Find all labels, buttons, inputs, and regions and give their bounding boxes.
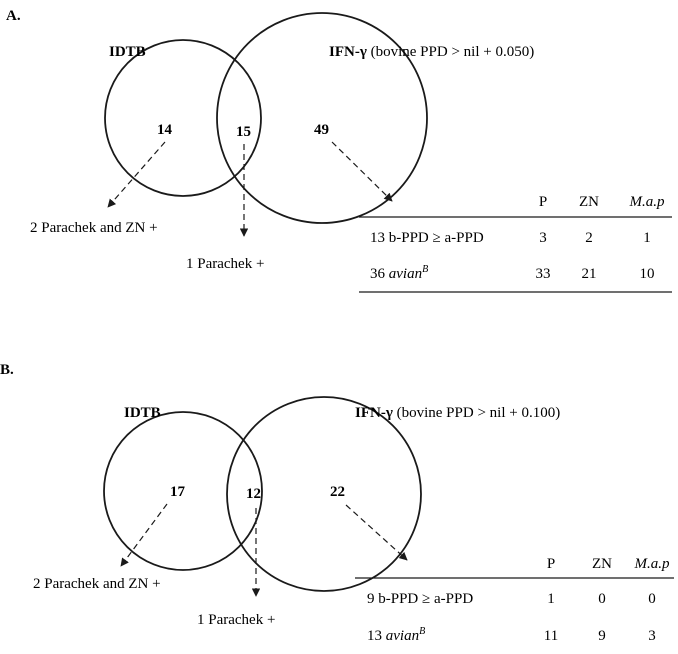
panel-b-label: B. xyxy=(0,362,14,378)
panel-b-header-p: P xyxy=(547,556,555,572)
panel-b-header-map: M.a.p xyxy=(634,556,670,572)
panel-a-idtb-circle xyxy=(104,39,262,197)
panel-a-left-note: 2 Parachek and ZN + xyxy=(30,220,158,236)
panel-b-right-title: IFN-γ (bovine PPD > nil + 0.100) xyxy=(355,405,560,421)
panel-a-left-title: IDTB xyxy=(109,44,146,60)
panel-a: A. IDTB IFN-γ (bovine PPD > nil + 0.050)… xyxy=(6,8,672,293)
panel-b-header-zn: ZN xyxy=(592,556,612,572)
panel-a-count-left: 14 xyxy=(157,122,173,138)
panel-b-count-right: 22 xyxy=(330,484,345,500)
panel-b-idtb-circle xyxy=(103,411,263,571)
panel-a-header-zn: ZN xyxy=(579,194,599,210)
panel-b-left-title: IDTB xyxy=(124,405,161,421)
panel-b-right-arrow xyxy=(345,504,408,561)
panel-b-left-note: 2 Parachek and ZN + xyxy=(33,576,161,592)
panel-a-row1-zn: 2 xyxy=(585,230,593,246)
panel-b-row1-p: 1 xyxy=(547,591,555,607)
panel-b-left-arrow xyxy=(120,503,168,567)
panel-b: B. IDTB IFN-γ (bovine PPD > nil + 0.100)… xyxy=(0,362,674,644)
panel-a-label: A. xyxy=(6,8,21,24)
panel-b-row2-zn: 9 xyxy=(598,628,606,644)
panel-b-count-middle: 12 xyxy=(246,486,261,502)
panel-a-header-map: M.a.p xyxy=(629,194,665,210)
panel-b-table: P ZN M.a.p 9 b-PPD ≥ a-PPD 1 0 0 13 avia… xyxy=(355,556,674,644)
panel-a-count-middle: 15 xyxy=(236,124,251,140)
panel-a-row1-p: 3 xyxy=(539,230,547,246)
panel-b-row2-map: 3 xyxy=(648,628,656,644)
panel-a-left-arrow xyxy=(107,141,166,208)
panel-b-row1-zn: 0 xyxy=(598,591,606,607)
panel-a-row1-label: 13 b-PPD ≥ a-PPD xyxy=(370,230,484,246)
panel-a-count-right: 49 xyxy=(314,122,329,138)
panel-a-right-arrow xyxy=(331,141,393,202)
panel-b-row2-p: 11 xyxy=(544,628,558,644)
panel-b-count-left: 17 xyxy=(170,484,186,500)
panel-a-right-title: IFN-γ (bovine PPD > nil + 0.050) xyxy=(329,44,534,60)
panel-a-middle-note: 1 Parachek + xyxy=(186,256,264,272)
panel-a-row2-p: 33 xyxy=(536,266,551,282)
panel-a-row2-label: 36 avianB xyxy=(370,264,428,282)
panel-a-row1-map: 1 xyxy=(643,230,651,246)
panel-a-ifn-circle xyxy=(216,12,428,224)
panel-b-row1-map: 0 xyxy=(648,591,656,607)
panel-a-row2-map: 10 xyxy=(640,266,655,282)
panel-a-table: P ZN M.a.p 13 b-PPD ≥ a-PPD 3 2 1 36 avi… xyxy=(359,194,672,293)
panel-b-ifn-circle xyxy=(226,396,422,592)
panel-a-row2-zn: 21 xyxy=(582,266,597,282)
panel-a-header-p: P xyxy=(539,194,547,210)
panel-b-middle-note: 1 Parachek + xyxy=(197,612,275,628)
panel-b-row2-label: 13 avianB xyxy=(367,626,425,644)
panel-b-row1-label: 9 b-PPD ≥ a-PPD xyxy=(367,591,473,607)
